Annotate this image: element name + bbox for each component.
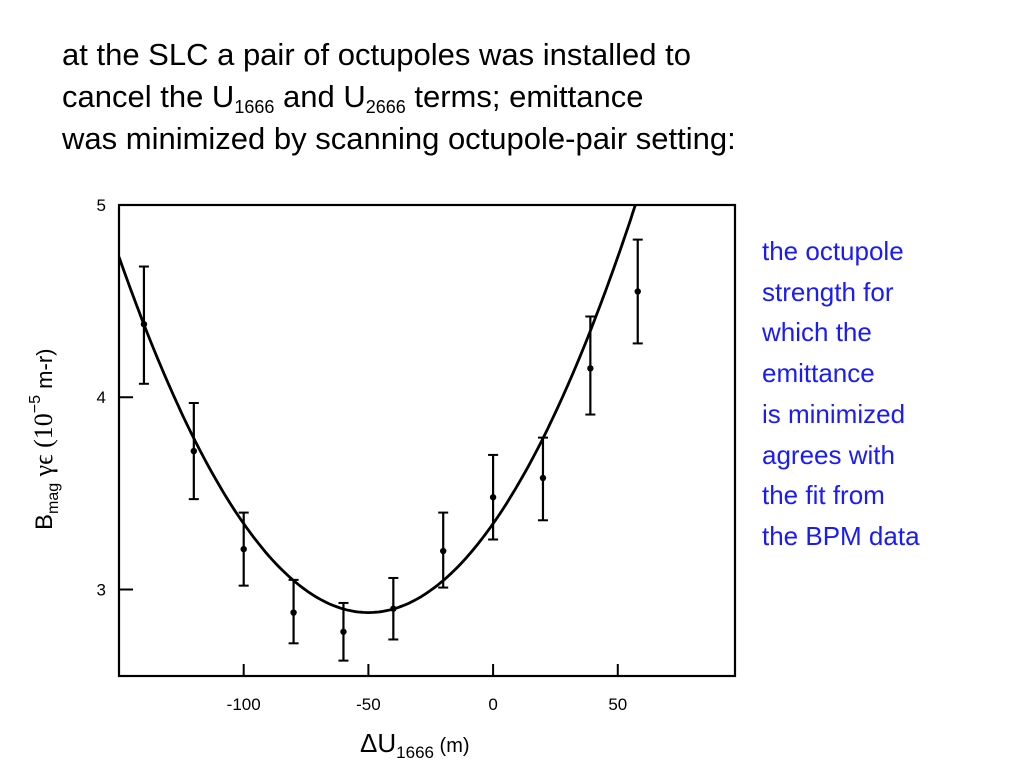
- heading-line-1: at the SLC a pair of octupoles was insta…: [62, 37, 691, 72]
- side-note-line: the fit from: [762, 480, 885, 511]
- y-axis-ticks: 3 4 5: [97, 196, 133, 599]
- side-note-line: strength for: [762, 276, 894, 307]
- side-note-line: agrees with: [762, 439, 895, 470]
- fit-curve-group: [119, 205, 637, 615]
- x-axis-title-subscript: 1666: [396, 743, 434, 762]
- x-axis-title-main: ΔU: [360, 728, 396, 758]
- data-point: [340, 628, 347, 635]
- y-axis-title-symbol: γϵ (10: [29, 413, 58, 483]
- slide-heading: at the SLC a pair of octupoles was insta…: [62, 34, 1002, 160]
- y-tick-label: 5: [97, 196, 106, 215]
- x-tick-label: -50: [356, 695, 381, 714]
- data-point: [240, 545, 247, 553]
- data-point: [140, 320, 148, 328]
- data-points-group: [138, 238, 643, 662]
- data-point: [190, 447, 198, 455]
- x-tick-label: 0: [488, 695, 497, 714]
- data-point: [489, 494, 497, 501]
- plot-frame: [117, 203, 737, 678]
- data-point: [539, 474, 547, 482]
- heading-subscript-2666: 2666: [365, 97, 406, 117]
- fit-curve: [119, 205, 637, 615]
- data-point: [290, 609, 297, 616]
- data-point: [440, 547, 447, 555]
- heading-line-2-part-a: cancel the U: [62, 79, 235, 114]
- side-note-line: emittance: [762, 358, 875, 389]
- y-axis-title: Bmag γϵ (10−5 m-r): [27, 349, 62, 530]
- data-point: [634, 288, 641, 295]
- y-tick-label: 3: [97, 580, 106, 599]
- x-axis-title-unit: (m): [434, 735, 470, 757]
- x-tick-label: 50: [608, 695, 627, 714]
- side-note-line: is minimized: [762, 398, 906, 429]
- y-axis-title-b: B: [31, 514, 58, 530]
- side-note-line: which the: [762, 317, 872, 348]
- y-tick-label: 4: [97, 388, 106, 407]
- side-note: the octupole strength for which the emit…: [762, 231, 1012, 557]
- y-axis-title-subscript: mag: [45, 483, 62, 514]
- x-axis-ticks: -100 -50 0 50: [227, 664, 627, 714]
- data-point: [587, 365, 594, 372]
- data-point: [390, 605, 397, 612]
- heading-line-2-part-b: and U: [274, 79, 366, 114]
- heading-subscript-1666: 1666: [234, 97, 275, 117]
- heading-line-2-part-c: terms; emittance: [405, 79, 644, 114]
- heading-line-3: was minimized by scanning octupole-pair …: [62, 121, 736, 156]
- side-note-line: the octupole: [762, 236, 904, 266]
- side-note-line: the BPM data: [762, 520, 920, 551]
- y-axis-title-unit: m-r): [32, 349, 57, 395]
- y-axis-title-exponent: −5: [27, 395, 44, 413]
- x-tick-label: -100: [227, 695, 261, 714]
- x-axis-title: ΔU1666 (m): [360, 728, 470, 762]
- heading-line-2: cancel the U1666 and U2666 terms; emitta…: [62, 76, 1002, 118]
